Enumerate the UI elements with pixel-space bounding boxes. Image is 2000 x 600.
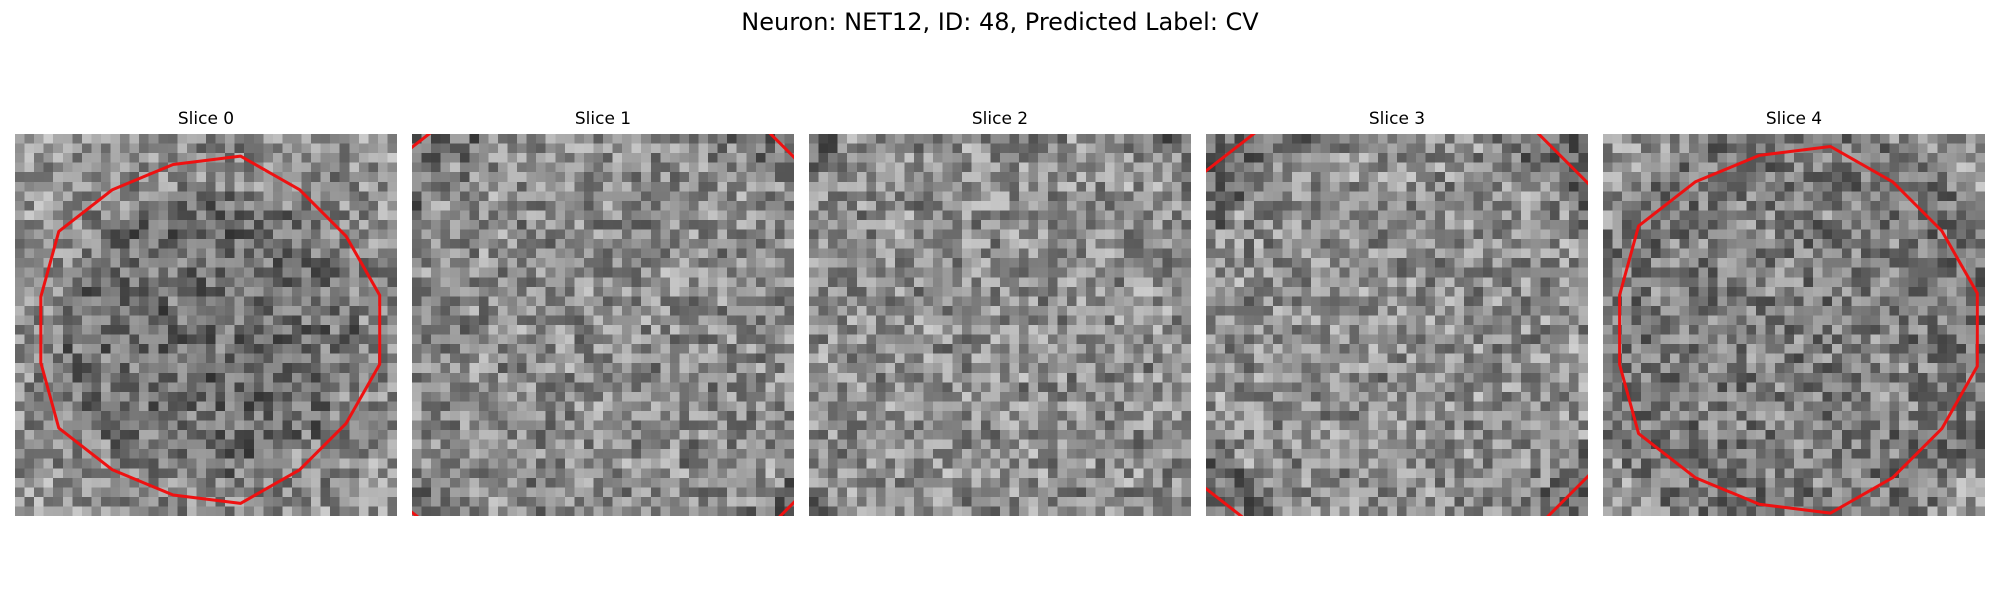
contour-polygon [412, 134, 794, 516]
microscopy-image [15, 134, 397, 516]
microscopy-image [809, 134, 1191, 516]
roi-contour [1618, 145, 1979, 515]
slice-panel-0: Slice 0 [15, 109, 397, 519]
slice-title: Slice 4 [1765, 109, 1823, 129]
slice-panel-2: Slice 2 [809, 109, 1191, 519]
contour-polygon [1618, 145, 1979, 515]
slice-title: Slice 0 [177, 109, 235, 129]
slice-panel-3: Slice 3 [1206, 109, 1588, 519]
contour-polygon [1206, 134, 1588, 516]
contour-polygon [39, 154, 382, 505]
figure-title: Neuron: NET12, ID: 48, Predicted Label: … [741, 8, 1259, 36]
slice-panel-4: Slice 4 [1603, 109, 1985, 519]
contour-polygon [809, 134, 1191, 516]
microscopy-image [1603, 134, 1985, 516]
slice-title: Slice 2 [971, 109, 1029, 129]
slice-panel-1: Slice 1 [412, 109, 794, 519]
roi-contour [809, 134, 1191, 516]
roi-contour [1206, 134, 1588, 516]
microscopy-image [412, 134, 794, 516]
slice-title: Slice 1 [574, 109, 632, 129]
roi-contour [39, 154, 382, 505]
roi-contour [412, 134, 794, 516]
microscopy-image [1206, 134, 1588, 516]
slice-title: Slice 3 [1368, 109, 1426, 129]
